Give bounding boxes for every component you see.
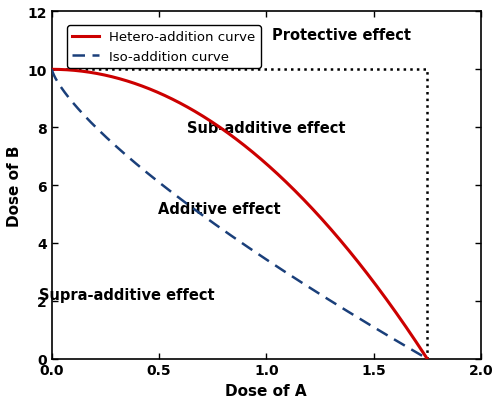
X-axis label: Dose of A: Dose of A <box>226 383 307 398</box>
Hetero-addition curve <box>415 343 421 347</box>
Line: Hetero-addition curve: Hetero-addition curve <box>52 70 427 359</box>
Y-axis label: Dose of B: Dose of B <box>7 145 22 226</box>
Line: Iso-addition curve: Iso-addition curve <box>52 70 427 359</box>
Hetero-addition curve <box>230 134 235 139</box>
Iso-addition curve <box>356 316 362 321</box>
Legend: Hetero-addition curve, Iso-addition curve: Hetero-addition curve, Iso-addition curv… <box>67 26 261 69</box>
Hetero-addition curve <box>227 133 233 138</box>
Iso-addition curve <box>49 68 55 72</box>
Text: Supra-additive effect: Supra-additive effect <box>39 288 214 303</box>
Iso-addition curve <box>230 234 235 239</box>
Hetero-addition curve <box>272 170 278 175</box>
Hetero-addition curve <box>49 68 55 72</box>
Iso-addition curve <box>252 250 258 255</box>
Hetero-addition curve <box>252 152 258 157</box>
Iso-addition curve <box>415 351 421 356</box>
Hetero-addition curve <box>356 262 362 266</box>
Iso-addition curve <box>272 263 278 268</box>
Text: Protective effect: Protective effect <box>272 28 411 43</box>
Iso-addition curve <box>227 233 233 238</box>
Iso-addition curve <box>424 356 430 361</box>
Hetero-addition curve <box>424 356 430 361</box>
Text: Sub-additive effect: Sub-additive effect <box>187 120 346 135</box>
Text: Additive effect: Additive effect <box>158 201 280 216</box>
